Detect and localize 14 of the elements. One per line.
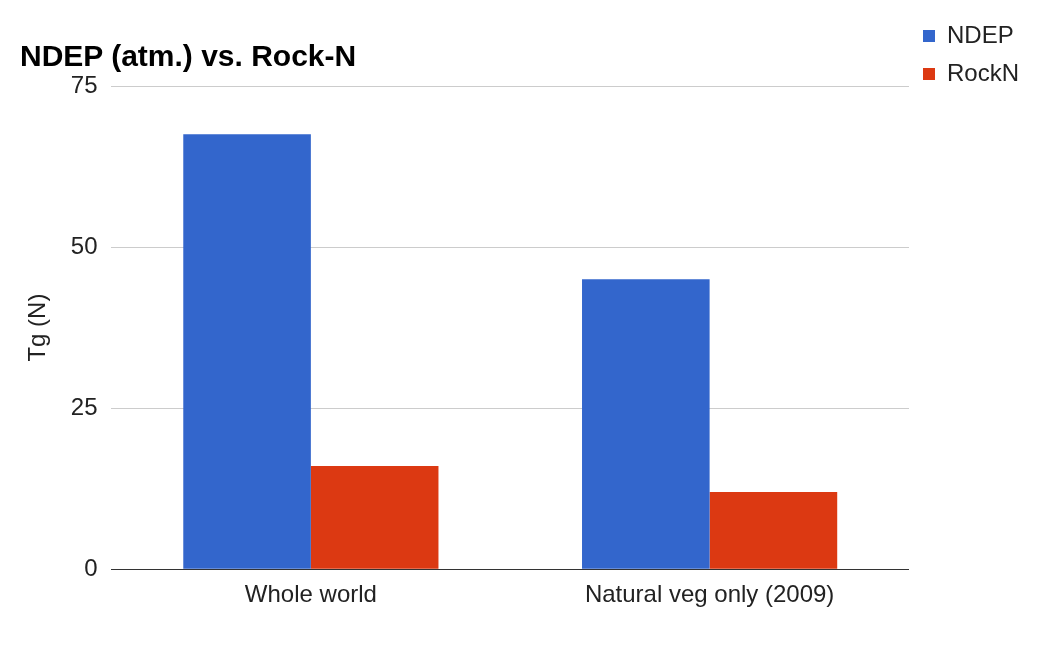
y-tick-label: 0 xyxy=(84,553,98,581)
y-axis-title: Tg (N) xyxy=(23,293,51,362)
chart-title: NDEP (atm.) vs. Rock-N xyxy=(20,39,357,73)
bar xyxy=(183,134,311,569)
bar xyxy=(310,466,439,569)
legend-label: RockN xyxy=(946,58,1019,86)
legend-label: NDEP xyxy=(946,20,1014,48)
y-tick-label: 50 xyxy=(70,231,98,259)
bar xyxy=(582,279,710,569)
bar xyxy=(709,491,838,569)
y-tick-label: 75 xyxy=(70,70,98,98)
y-tick-label: 25 xyxy=(70,392,98,420)
x-tick-label: Whole world xyxy=(244,580,377,608)
x-tick-label: Natural veg only (2009) xyxy=(584,580,835,608)
